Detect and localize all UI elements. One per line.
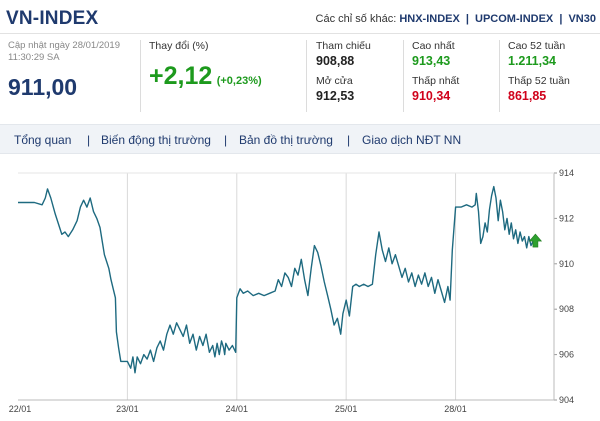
header-divider [0,33,600,34]
x-tick-label: 28/01 [444,404,467,414]
update-date: Cập nhật ngày 28/01/2019 [8,40,120,51]
y-tick-label: 912 [559,213,574,223]
y-tick-label: 914 [559,168,574,178]
change-points: +2,12 [149,62,213,90]
week52-block: Cao 52 tuần 1.211,34 Thấp 52 tuần 861,85 [508,40,598,113]
high52-value: 1.211,34 [508,54,556,68]
high52-label: Cao 52 tuần [508,40,566,52]
divider [499,40,500,112]
low-value: 910,34 [412,89,451,103]
reference-value: 908,88 [316,54,355,68]
high-label: Cao nhất [412,40,455,52]
other-indices-label: Các chỉ số khác: [315,13,397,25]
chart-axes [18,172,557,401]
link-hnx-index[interactable]: HNX-INDEX [399,13,460,25]
y-tick-label: 910 [559,259,574,269]
index-header: VN-INDEX Các chỉ số khác: HNX-INDEX | UP… [0,0,600,34]
price-block: Cập nhật ngày 28/01/2019 11:30:29 SA 911… [8,40,138,113]
x-axis-labels: 22/01 23/01 24/01 25/01 28/01 [9,404,467,414]
x-tick-label: 22/01 [9,404,32,414]
y-axis-labels: 904 906 908 910 912 914 [559,168,574,405]
change-block: Thay đổi (%) +2,12 (+0,23%) [149,40,299,113]
change-value: +2,12 (+0,23%) [149,62,299,91]
chart-marker-group [528,233,543,248]
divider [306,40,307,112]
index-title: VN-INDEX [6,8,99,29]
intraday-chart: 22/01 23/01 24/01 25/01 28/01 904 906 908 910 91… [9,168,574,414]
tab-foreign-trading[interactable]: Giao dịch NĐT NN [362,133,462,147]
change-label: Thay đổi (%) [149,40,209,52]
y-tick-label: 904 [559,395,574,405]
link-vn30[interactable]: VN30 [568,13,596,25]
update-time: 11:30:29 SA [8,52,60,63]
tab-market-movement[interactable]: Biến động thị trường [101,133,211,147]
low52-label: Thấp 52 tuần [508,75,570,87]
divider [403,40,404,112]
index-tabs: Tổng quan | Biến động thị trường | Bản đ… [0,124,600,154]
change-percent: (+0,23%) [216,75,262,87]
tab-overview[interactable]: Tổng quan [14,133,72,147]
ref-open-block: Tham chiếu 908,88 Mở cửa 912,53 [316,40,396,113]
tab-market-map[interactable]: Bản đồ thị trường [239,133,333,147]
high-value: 913,43 [412,54,451,68]
series-line [18,185,536,374]
low-label: Thấp nhất [412,75,460,87]
low52-value: 861,85 [508,89,547,103]
chart-series [18,185,536,374]
x-tick-label: 25/01 [335,404,358,414]
current-price: 911,00 [8,74,78,100]
reference-label: Tham chiếu [316,40,371,52]
up-arrow-icon [528,233,543,248]
high-low-block: Cao nhất 913,43 Thấp nhất 910,34 [412,40,492,113]
x-tick-label: 23/01 [116,404,139,414]
y-tick-label: 906 [559,350,574,360]
open-value: 912,53 [316,89,355,103]
divider [140,40,141,112]
x-tick-label: 24/01 [226,404,249,414]
other-indices: Các chỉ số khác: HNX-INDEX | UPCOM-INDEX… [315,13,596,25]
link-upcom-index[interactable]: UPCOM-INDEX [475,13,554,25]
open-label: Mở cửa [316,75,353,87]
y-tick-label: 908 [559,304,574,314]
